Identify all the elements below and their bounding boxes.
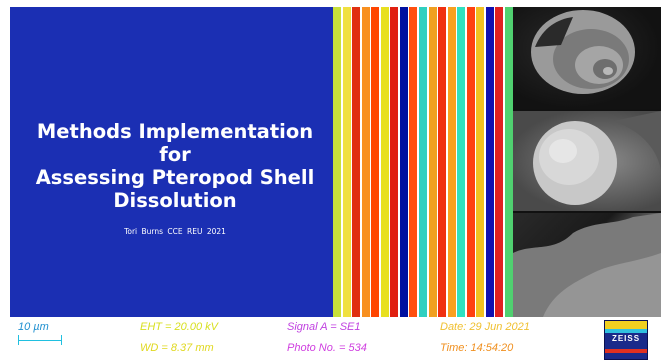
- color-stripe: [418, 7, 428, 317]
- scale-bar: [18, 335, 62, 345]
- color-stripe: [447, 7, 456, 317]
- sem-info-bar: [0, 317, 661, 364]
- color-stripe: [504, 7, 513, 317]
- photo-number: Photo No. = 534: [287, 342, 367, 354]
- color-stripe: [409, 7, 418, 317]
- color-stripe: [495, 7, 504, 317]
- sem-image-shell-spiral: [513, 7, 661, 109]
- color-stripe: [428, 7, 437, 317]
- color-stripe: [352, 7, 361, 317]
- color-stripe: [485, 7, 494, 317]
- zeiss-logo-text: ZEISS: [611, 334, 641, 343]
- eht-readout: EHT = 20.00 kV: [140, 321, 218, 333]
- color-stripe: [466, 7, 475, 317]
- color-stripe: [342, 7, 351, 317]
- time-readout: Time: 14:54:20: [440, 342, 514, 354]
- slide-title: Methods Implementation for Assessing Pte…: [35, 120, 315, 212]
- scale-label: 10 µm: [18, 321, 49, 333]
- color-stripe: [333, 7, 342, 317]
- signal-readout: Signal A = SE1: [287, 321, 361, 333]
- wd-readout: WD = 8.37 mm: [140, 342, 214, 354]
- color-stripe: [438, 7, 447, 317]
- color-stripe: [371, 7, 380, 317]
- zeiss-logo: ZEISS: [604, 320, 648, 360]
- color-stripes: [333, 7, 513, 317]
- sem-image-shell-close-up: [513, 111, 661, 211]
- color-stripe: [476, 7, 485, 317]
- color-stripe: [390, 7, 399, 317]
- color-stripe: [399, 7, 408, 317]
- color-stripe: [457, 7, 466, 317]
- title-panel: Methods Implementation for Assessing Pte…: [10, 7, 333, 317]
- sem-image-column: [513, 7, 661, 317]
- color-stripe: [361, 7, 370, 317]
- sem-image-shell-surface: [513, 213, 661, 317]
- slide-subtitle: Tori Burns CCE REU 2021: [124, 227, 226, 236]
- color-stripe: [380, 7, 389, 317]
- date-readout: Date: 29 Jun 2021: [440, 321, 530, 333]
